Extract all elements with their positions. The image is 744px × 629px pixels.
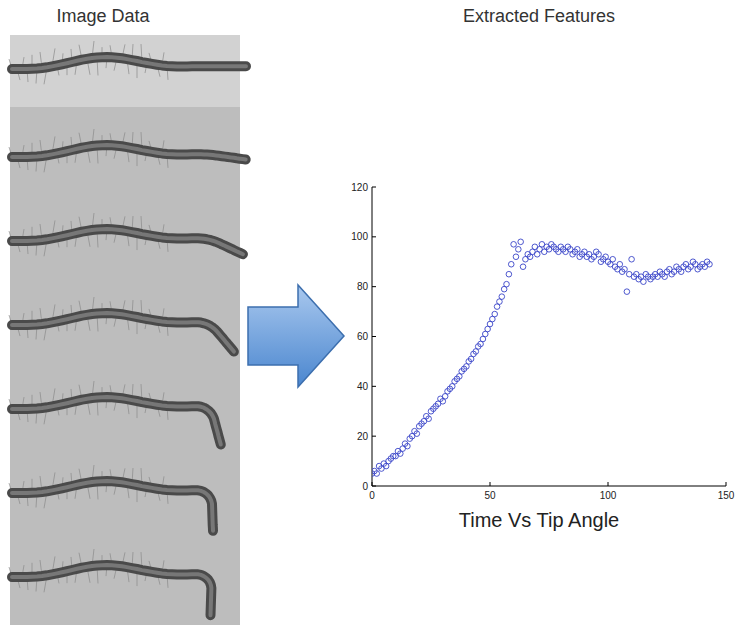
- y-tick: [372, 286, 376, 287]
- y-tick: [372, 336, 376, 337]
- point: [610, 256, 616, 262]
- point: [518, 239, 524, 245]
- y-tick-label: 100: [351, 231, 368, 242]
- image-strip: [9, 35, 246, 625]
- arrow: [248, 285, 344, 387]
- point: [426, 416, 432, 422]
- root: [12, 57, 246, 69]
- x-axis-line: [372, 486, 726, 487]
- root: [12, 229, 243, 254]
- axes: 0 20 40 60 80 100 120 0 50 100 150: [351, 182, 734, 502]
- root-core: [12, 229, 243, 254]
- x-tick-label: 150: [718, 490, 735, 501]
- root: [12, 481, 213, 531]
- root-core: [12, 397, 221, 444]
- x-tick: [490, 482, 491, 486]
- point: [575, 246, 581, 252]
- y-tick-label: 120: [351, 182, 368, 193]
- x-tick: [726, 482, 727, 486]
- points: [372, 239, 712, 476]
- point: [414, 431, 420, 437]
- root: [12, 145, 246, 159]
- point: [508, 261, 514, 267]
- y-tick: [372, 187, 376, 188]
- point: [504, 281, 510, 287]
- x-tick: [608, 482, 609, 486]
- y-tick: [372, 236, 376, 237]
- x-tick-label: 100: [600, 490, 617, 501]
- y-tick: [372, 486, 376, 487]
- point: [405, 443, 411, 449]
- x-tick: [372, 482, 373, 486]
- y-tick-label: 80: [357, 281, 369, 292]
- y-tick: [372, 436, 376, 437]
- root: [12, 397, 221, 444]
- y-tick-label: 40: [357, 381, 369, 392]
- point: [516, 246, 522, 252]
- root-core: [12, 145, 246, 159]
- point: [617, 261, 623, 267]
- figure: Image Data Extracted Features 0 20 40 60 80 100…: [0, 0, 744, 629]
- chart-title: Extracted Features: [463, 6, 615, 26]
- image-background: [10, 35, 240, 625]
- point: [374, 471, 380, 477]
- point: [629, 256, 635, 262]
- point: [596, 251, 602, 257]
- point: [499, 294, 505, 300]
- y-tick-label: 20: [357, 431, 369, 442]
- point: [492, 311, 498, 317]
- point: [622, 266, 628, 272]
- point: [511, 242, 517, 248]
- point: [506, 271, 512, 277]
- root-core: [12, 57, 246, 69]
- y-tick-label: 60: [357, 331, 369, 342]
- root-core: [12, 481, 213, 531]
- x-axis-label: Time Vs Tip Angle: [459, 509, 619, 531]
- x-tick-label: 50: [484, 490, 496, 501]
- point: [707, 261, 713, 267]
- root: [12, 565, 211, 615]
- y-tick-label: 0: [362, 481, 368, 492]
- point: [641, 279, 647, 285]
- point: [513, 254, 519, 260]
- x-tick-label: 0: [369, 490, 375, 501]
- root-core: [12, 313, 234, 352]
- root-core: [12, 565, 211, 615]
- point: [624, 289, 630, 295]
- y-tick: [372, 386, 376, 387]
- panel-title: Image Data: [56, 6, 150, 26]
- root: [12, 313, 234, 352]
- point: [520, 264, 526, 270]
